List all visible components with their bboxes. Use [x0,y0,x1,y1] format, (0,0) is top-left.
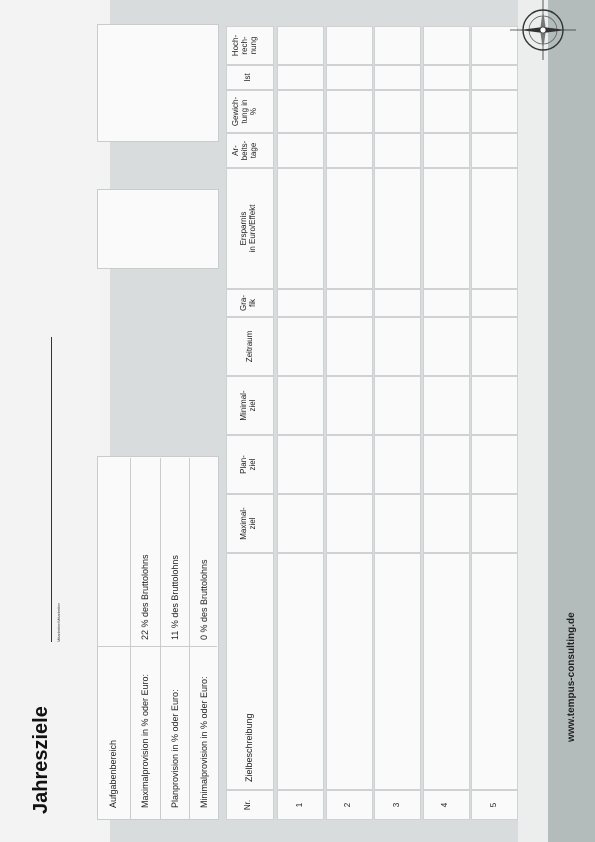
blank-box-1 [97,189,219,269]
table-cell [277,168,324,289]
table-cell [422,133,470,168]
table-cell [471,435,518,494]
table-cell [277,26,324,65]
table-cell [277,317,324,376]
table-cell [471,168,518,289]
table-cell [374,90,421,133]
table-cell [325,65,373,90]
footer-gap [518,0,548,842]
table-cell [422,26,470,65]
table-cell [325,133,373,168]
blank-box-2 [97,24,219,142]
table-cell [471,553,518,790]
table-cell [277,494,324,553]
table-cell [422,553,470,790]
table-cell [374,168,421,289]
info-label-planprovision: Planprovision in % oder Euro: [170,689,180,808]
table-cell [374,494,421,553]
left-margin [0,0,110,842]
row-number: 2 [343,802,352,808]
table-cell [277,376,324,435]
th-nr-label: Nr. [243,799,252,811]
th-zeitraum-label: Zeitraum [245,330,254,363]
table-cell [277,90,324,133]
table-cell [422,317,470,376]
table-cell [374,289,421,317]
table-cell [374,26,421,65]
info-label-maximalprovision: Maximalprovision in % oder Euro: [140,673,150,808]
info-divider-1 [130,458,131,820]
table-cell [325,553,373,790]
info-label-minimalprovision: Minimalprovision in % oder Euro: [199,676,209,808]
info-value-maximalprovision: 22 % des Bruttolohns [140,554,150,640]
table-cell [325,90,373,133]
row-number: 3 [391,802,401,808]
table-cell [277,65,324,90]
th-hochrechnung-label: Hoch- rech- nung [231,34,258,57]
table-cell [422,376,470,435]
th-gewichtung-label: Gewich- tung in % [231,96,258,127]
info-value-planprovision: 11 % des Bruttolohns [170,555,180,640]
table-cell [325,376,373,435]
table-cell [422,65,470,90]
employee-line [51,337,52,642]
th-planziel-label: Plan- ziel [239,455,257,474]
table-cell [374,553,421,790]
info-label-aufgabenbereich: Aufgabenbereich [108,739,118,808]
table-cell [471,494,518,553]
table-cell [277,435,324,494]
table-cell [277,289,324,317]
table-cell [325,317,373,376]
footer-strip [548,0,595,842]
th-ist-label: Ist [243,73,252,82]
table-cell [277,553,324,790]
table-cell [374,317,421,376]
info-divider-2 [160,458,161,820]
table-cell [374,65,421,90]
table-cell [422,168,470,289]
table-cell [374,435,421,494]
th-ersparnis-label: Ersparnis in Euro/Effekt [239,204,257,253]
table-cell [471,376,518,435]
th-arbeitstage-label: Ar- beits- tage [231,140,258,161]
table-cell [325,168,373,289]
table-cell [422,494,470,553]
table-cell [471,289,518,317]
row-number: 1 [294,802,304,808]
row-number: 4 [440,802,449,808]
table-cell [471,65,518,90]
table-cell [471,133,518,168]
th-grafik-label: Gra- fik [239,295,257,311]
table-cell [374,376,421,435]
compass-icon [510,0,576,60]
info-value-minimalprovision: 0 % des Bruttolohns [199,559,209,640]
th-zielbeschreibung-label: Zielbeschreibung [244,713,254,782]
footer-url[interactable]: www.tempus-consulting.de [566,612,577,742]
th-maximalziel-label: Maximal- ziel [239,507,257,540]
table-cell [277,133,324,168]
page-title: Jahresziele [30,706,52,814]
table-cell [374,133,421,168]
table-cell [325,26,373,65]
table-cell [471,90,518,133]
info-divider-3 [189,458,190,820]
table-cell [422,435,470,494]
table-cell [325,494,373,553]
employee-line-label: Mitarbeiter/Mitarbeiter [56,603,61,642]
th-minimalziel-label: Minimal- ziel [239,390,257,421]
table-cell [422,289,470,317]
table-cell [471,317,518,376]
info-divider-v [97,646,217,647]
table-cell [422,90,470,133]
row-number: 5 [488,802,498,808]
table-cell [325,289,373,317]
table-cell [325,435,373,494]
